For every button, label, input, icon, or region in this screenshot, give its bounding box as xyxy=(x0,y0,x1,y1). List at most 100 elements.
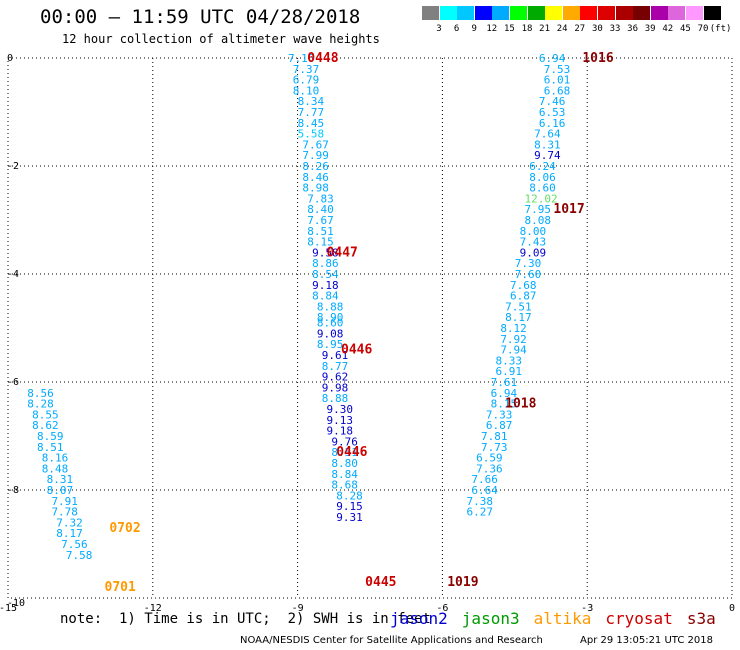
x-tick-label: -6 xyxy=(436,603,448,614)
swh-value: 8.31 xyxy=(47,473,74,486)
swh-value: 8.62 xyxy=(32,419,59,432)
swh-value: 9.09 xyxy=(520,246,547,259)
swh-value: 8.15 xyxy=(307,236,334,249)
swh-value: 6.94 xyxy=(491,387,518,400)
swh-value: 9.98 xyxy=(322,381,349,394)
swh-value: 9.30 xyxy=(327,403,354,416)
chart-subtitle: 12 hour collection of altimeter wave hei… xyxy=(62,32,380,46)
legend-swatch xyxy=(527,6,545,20)
swh-value: 8.48 xyxy=(42,462,69,475)
swh-value: 9.62 xyxy=(322,371,349,384)
swh-value: 8.95 xyxy=(317,338,344,351)
x-tick-label: -3 xyxy=(581,603,593,614)
swh-value: 8.51 xyxy=(331,446,358,459)
swh-value: 8.15 xyxy=(491,398,517,411)
legend-swatch xyxy=(686,6,703,20)
swh-value: 7.16 xyxy=(288,52,315,65)
legend-label: 15 xyxy=(503,24,515,34)
swh-value: 12.02 xyxy=(524,192,557,205)
swh-value: 9.18 xyxy=(312,279,339,292)
swh-value: 8.68 xyxy=(331,479,358,492)
swh-value: 8.90 xyxy=(317,311,344,324)
swh-value: 8.07 xyxy=(47,484,74,497)
y-tick-label: -10 xyxy=(7,598,25,609)
swh-value: 8.10 xyxy=(293,84,320,97)
swh-value: 7.99 xyxy=(302,149,329,162)
legend-swatch xyxy=(562,6,580,20)
legend-swatch xyxy=(510,6,527,20)
swh-value: 7.33 xyxy=(486,408,512,421)
swh-value: 9.13 xyxy=(327,414,354,427)
swh-value: 8.26 xyxy=(302,160,329,173)
legend-swatch xyxy=(633,6,651,20)
y-tick-label: -4 xyxy=(7,269,19,280)
swh-value: 8.84 xyxy=(312,290,339,303)
satellite-name: jason2 xyxy=(390,609,448,628)
legend-label: 30 xyxy=(591,24,603,34)
legend-swatch xyxy=(439,6,457,20)
swh-value: 6.87 xyxy=(510,290,537,303)
pass-time-label: 0447 xyxy=(327,245,358,260)
swh-value: 7.95 xyxy=(524,203,551,216)
swh-value: 7.36 xyxy=(476,462,503,475)
legend-swatch xyxy=(457,6,475,20)
swh-value: 6.53 xyxy=(539,106,566,119)
legend-label: 18 xyxy=(521,24,533,34)
legend-label: 42 xyxy=(662,24,674,34)
satellite-legend: jason2 jason3 altika cryosat s3a xyxy=(390,609,730,628)
swh-value: 7.83 xyxy=(307,192,334,205)
swh-value: 8.16 xyxy=(42,452,69,465)
swh-value: 8.51 xyxy=(307,225,334,238)
swh-value: 8.06 xyxy=(529,171,556,184)
swh-value: 7.94 xyxy=(500,344,527,357)
swh-value: 7.78 xyxy=(51,506,78,519)
swh-value: 7.38 xyxy=(467,495,494,508)
swh-value: 8.08 xyxy=(524,214,551,227)
legend-swatch xyxy=(474,6,492,20)
x-tick-label: 0 xyxy=(729,603,735,614)
pass-time-label: 0701 xyxy=(105,580,136,595)
swh-value: 8.12 xyxy=(500,322,527,335)
swh-value: 8.60 xyxy=(317,317,344,330)
legend-label: 9 xyxy=(471,24,477,34)
pass-time-label: 0448 xyxy=(307,51,338,66)
swh-value: 8.28 xyxy=(27,398,54,411)
swh-value: 7.53 xyxy=(544,63,571,76)
swh-value: 8.17 xyxy=(505,311,532,324)
swh-value: 7.30 xyxy=(515,257,542,270)
y-tick-label: -8 xyxy=(7,485,19,496)
swh-value: 8.17 xyxy=(56,527,82,540)
swh-value: 8.34 xyxy=(298,95,325,108)
legend-label: 33 xyxy=(609,24,621,34)
note-text: note: 1) Time is in UTC; 2) SWH is in fe… xyxy=(60,611,431,627)
swh-value: 8.60 xyxy=(529,182,556,195)
swh-value: 8.59 xyxy=(37,430,64,443)
y-tick-label: 0 xyxy=(7,53,13,64)
satellite-name: s3a xyxy=(686,609,716,628)
legend-label: 12 xyxy=(486,24,498,34)
swh-value: 8.77 xyxy=(322,360,349,373)
pass-time-label: 0446 xyxy=(336,445,367,460)
legend-swatch xyxy=(492,6,510,20)
legend-label: 45 xyxy=(679,24,691,34)
swh-value: 6.01 xyxy=(544,74,571,87)
plot-frame xyxy=(7,57,733,599)
swh-value: 8.51 xyxy=(37,441,64,454)
swh-value: 7.68 xyxy=(510,279,537,292)
swh-value: 8.46 xyxy=(302,171,329,184)
legend-label: 27 xyxy=(574,24,586,34)
legend-swatch xyxy=(650,6,668,20)
swh-value: 8.31 xyxy=(534,138,561,151)
swh-value: 8.54 xyxy=(312,268,339,281)
swh-value: 8.40 xyxy=(307,203,334,216)
timestamp-text: Apr 29 13:05:21 UTC 2018 xyxy=(580,635,713,646)
credit-text: NOAA/NESDIS Center for Satellite Applica… xyxy=(240,635,543,646)
swh-value: 8.80 xyxy=(331,457,358,470)
swh-value: 6.16 xyxy=(539,117,566,130)
swh-value: 8.45 xyxy=(298,117,325,130)
swh-value: 6.64 xyxy=(471,484,498,497)
swh-value: 8.00 xyxy=(520,225,547,238)
pass-time-label: 1017 xyxy=(553,202,584,217)
legend-label: 3 xyxy=(436,24,442,34)
